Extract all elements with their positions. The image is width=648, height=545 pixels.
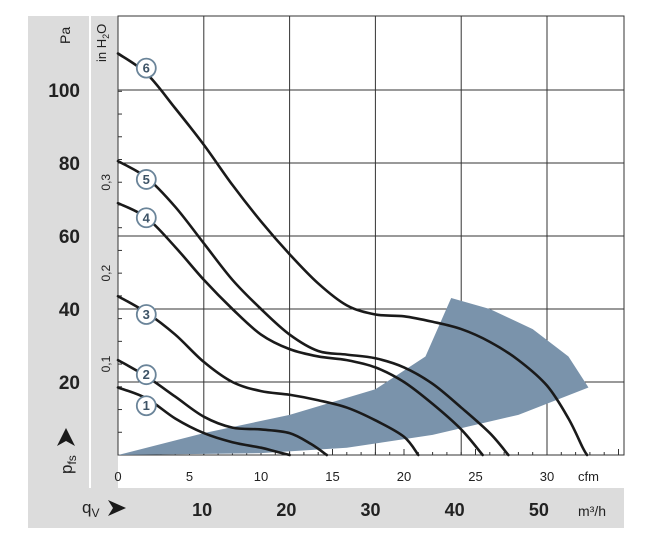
cfm-tick-label: 25 [468, 469, 482, 484]
curve-labels: 1 2 3 4 5 6 [135, 57, 157, 417]
curve-label-3: 3 [143, 307, 150, 322]
curve-6 [116, 52, 589, 457]
pfs-arrow-icon [57, 428, 75, 446]
cfm-tick-label: 30 [540, 469, 554, 484]
qv-axis-symbol: qV [82, 498, 99, 520]
qv-arrow-icon [108, 500, 126, 516]
pfs-axis-symbol: pfs [57, 455, 79, 474]
curve-3 [116, 294, 420, 457]
m3h-tick-label: 40 [445, 500, 465, 520]
cfm-tick-label: 5 [186, 469, 193, 484]
pa-tick-label: 60 [59, 227, 80, 248]
inh2o-tick-label: 0,3 [99, 174, 113, 191]
curve-5 [116, 159, 510, 457]
pa-tick-label: 80 [59, 154, 80, 175]
inh2o-unit-label: in H2O [94, 24, 111, 62]
m3h-tick-label: 20 [276, 500, 296, 520]
pa-unit-label: Pa [57, 27, 73, 44]
m3h-tick-label: 10 [192, 500, 212, 520]
cfm-tick-label: 0 [114, 469, 121, 484]
m3h-tick-label: 50 [529, 500, 549, 520]
pa-tick-label: 40 [59, 300, 80, 321]
curve-label-circle-6 [135, 57, 157, 79]
cfm-tick-label: 10 [254, 469, 268, 484]
curve-label-circle-2 [135, 364, 157, 386]
pa-tick-label: 20 [59, 373, 80, 394]
curve-label-circle-3 [135, 304, 157, 325]
cfm-tick-label: 15 [325, 469, 339, 484]
cfm-tick-label: 20 [397, 469, 411, 484]
curve-2 [116, 358, 329, 457]
m3h-unit-label: m³/h [578, 503, 606, 519]
curve-label-1: 1 [143, 398, 150, 413]
curve-label-4: 4 [143, 210, 151, 225]
cfm-unit-label: cfm [578, 469, 599, 484]
inh2o-tick-label: 0,2 [99, 264, 113, 281]
curve-4 [116, 201, 484, 457]
pa-tick-label: 100 [48, 81, 80, 102]
curve-label-2: 2 [143, 367, 150, 382]
curves [116, 52, 589, 457]
m3h-tick-label: 30 [360, 500, 380, 520]
curve-label-circle-1 [135, 395, 157, 417]
curve-label-circle-4 [135, 207, 157, 229]
curve-label-6: 6 [143, 61, 150, 76]
bottom-axis-panel [28, 488, 624, 528]
curve-label-circle-5 [135, 169, 157, 190]
inh2o-tick-label: 0,1 [99, 355, 113, 372]
curve-label-5: 5 [143, 172, 150, 187]
